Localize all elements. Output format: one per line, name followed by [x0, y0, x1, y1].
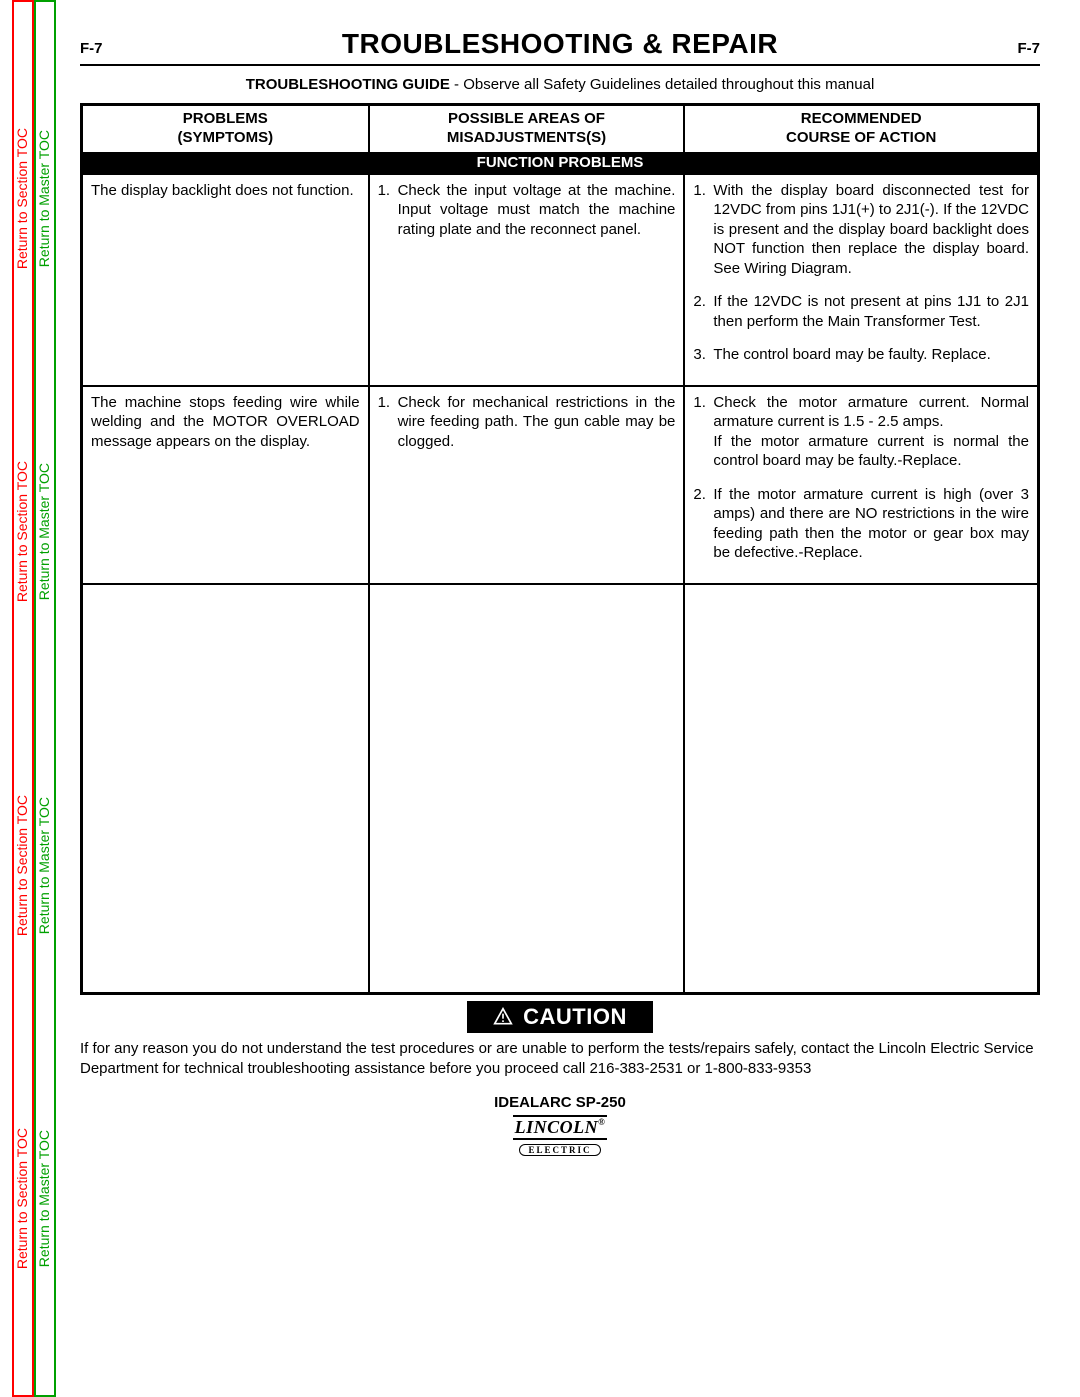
action-cell: 1.With the display board disconnected te…: [684, 174, 1038, 386]
warning-icon: [493, 1007, 513, 1027]
troubleshoot-table: PROBLEMS(SYMPTOMS) POSSIBLE AREAS OFMISA…: [80, 103, 1040, 995]
guide-rest: - Observe all Safety Guidelines detailed…: [450, 76, 874, 93]
caution-badge: CAUTION: [467, 1001, 653, 1033]
col-header-action: RECOMMENDEDCOURSE OF ACTION: [684, 105, 1038, 152]
section-toc-link[interactable]: Return to Section TOC: [14, 1128, 32, 1269]
table-header-row: PROBLEMS(SYMPTOMS) POSSIBLE AREAS OFMISA…: [82, 105, 1039, 152]
logo: LINCOLN® ELECTRIC: [80, 1115, 1040, 1158]
possible-cell: 1.Check the input voltage at the machine…: [369, 174, 685, 386]
master-toc-link[interactable]: Return to Master TOC: [36, 1130, 54, 1267]
master-toc-link[interactable]: Return to Master TOC: [36, 463, 54, 600]
col-header-possible: POSSIBLE AREAS OFMISADJUSTMENTS(S): [369, 105, 685, 152]
action-cell: 1.Check the motor armature current. Norm…: [684, 386, 1038, 584]
section-toc-column: Return to Section TOC Return to Section …: [12, 0, 34, 1397]
possible-cell: 1.Check for mechanical restrictions in t…: [369, 386, 685, 584]
header-row: F-7 TROUBLESHOOTING & REPAIR F-7: [80, 28, 1040, 60]
section-toc-link[interactable]: Return to Section TOC: [14, 461, 32, 602]
table-row: The display backlight does not function.…: [82, 174, 1039, 386]
table-filler: [82, 584, 1039, 994]
col-header-problems: PROBLEMS(SYMPTOMS): [82, 105, 369, 152]
guide-line: TROUBLESHOOTING GUIDE - Observe all Safe…: [80, 76, 1040, 93]
page-number-right: F-7: [1018, 40, 1041, 57]
section-toc-link[interactable]: Return to Section TOC: [14, 795, 32, 936]
page-content: F-7 TROUBLESHOOTING & REPAIR F-7 TROUBLE…: [80, 28, 1040, 1158]
master-toc-column: Return to Master TOC Return to Master TO…: [34, 0, 56, 1397]
section-band: FUNCTION PROBLEMS: [82, 152, 1039, 174]
header-rule: [80, 64, 1040, 66]
table-row: The machine stops feeding wire while wel…: [82, 386, 1039, 584]
problem-cell: The display backlight does not function.: [82, 174, 369, 386]
page-number-left: F-7: [80, 40, 103, 57]
problem-cell: The machine stops feeding wire while wel…: [82, 386, 369, 584]
master-toc-link[interactable]: Return to Master TOC: [36, 797, 54, 934]
caution-section: CAUTION If for any reason you do not und…: [80, 1001, 1040, 1080]
section-title: TROUBLESHOOTING & REPAIR: [103, 28, 1018, 60]
band-label: FUNCTION PROBLEMS: [82, 152, 1039, 174]
section-toc-link[interactable]: Return to Section TOC: [14, 128, 32, 269]
caution-text: If for any reason you do not understand …: [80, 1039, 1040, 1080]
model-footer: IDEALARC SP-250: [80, 1094, 1040, 1111]
guide-bold: TROUBLESHOOTING GUIDE: [246, 76, 450, 93]
side-tabs: Return to Section TOC Return to Section …: [12, 0, 56, 1397]
master-toc-link[interactable]: Return to Master TOC: [36, 130, 54, 267]
caution-label: CAUTION: [523, 1004, 627, 1030]
